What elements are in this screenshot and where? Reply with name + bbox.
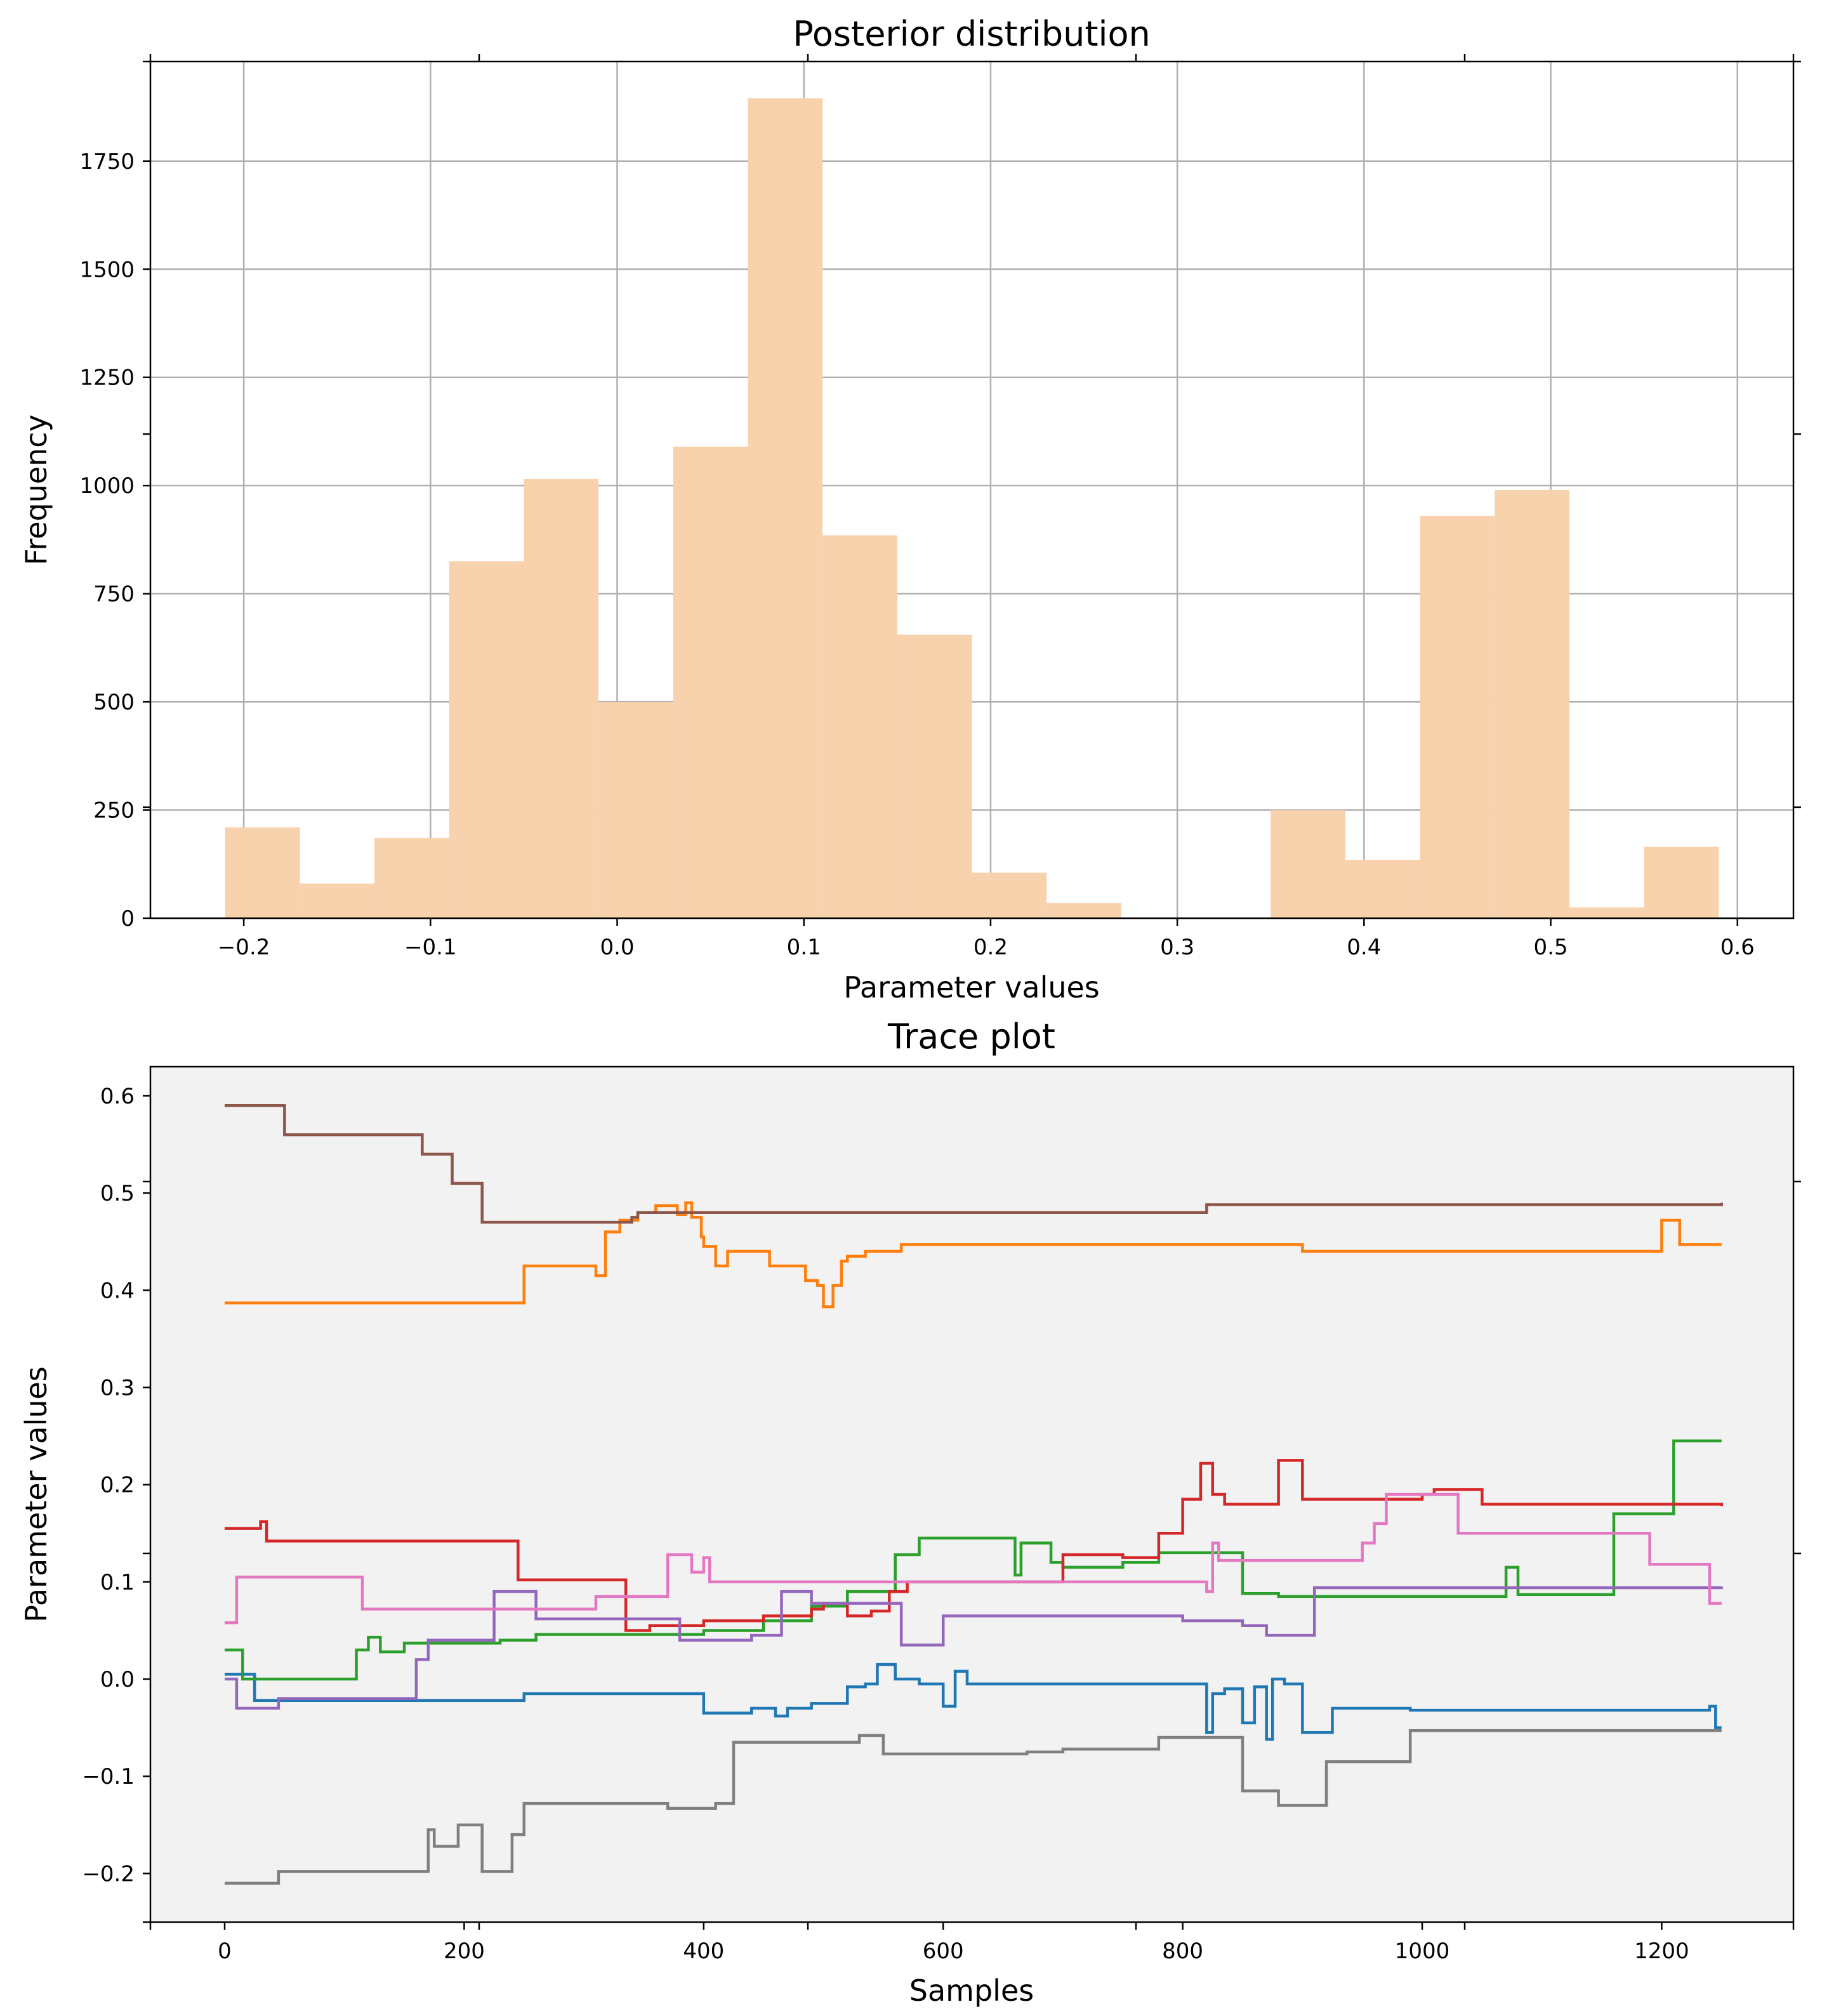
trace-y-ticks: −0.2 −0.1 0.0 0.1 0.2 0.3 0.4 0.5 0.6 [82,1084,150,1887]
histogram-bar [822,535,897,918]
histogram-bar [449,561,524,918]
histogram-bar [673,446,748,918]
histogram-x-tick-label: 0.1 [787,935,821,960]
trace-series-line [224,1104,1724,1224]
trace-x-tick-label: 1000 [1395,1939,1450,1964]
twin-axis-ticks [143,54,1801,1930]
trace-plot-title: Trace plot [887,1017,1055,1057]
trace-x-tick-label: 600 [923,1939,964,1964]
trace-series-line [224,1492,1722,1624]
histogram-x-tick-label: 0.0 [600,935,634,960]
histogram-x-tick-label: 0.3 [1160,935,1194,960]
histogram-y-tick-label: 500 [93,690,135,715]
trace-plot-x-axis-label: Samples [909,1973,1034,2008]
histogram-x-axis-label: Parameter values [843,970,1100,1005]
histogram-bar [1345,859,1420,918]
histogram-bar [1644,847,1719,918]
trace-y-tick-label: 0.3 [100,1376,135,1401]
histogram-y-tick-label: 250 [93,798,135,824]
histogram-frame [149,60,1795,919]
trace-plot-panel: 0 200 400 600 800 1000 1200 −0.2 −0.1 0.0 0.1 0.2 0… [19,1017,1795,2008]
histogram-y-tick-label: 1000 [79,473,135,499]
histogram-bar [300,883,375,918]
histogram-bars [225,98,1719,918]
histogram-bar [972,873,1047,918]
trace-lines [224,1104,1724,1885]
trace-x-ticks: 0 200 400 600 800 1000 1200 [218,1922,1689,1964]
trace-y-tick-label: 0.2 [100,1473,135,1498]
histogram-y-axis-label: Frequency [19,414,53,565]
histogram-x-ticks: −0.2 −0.1 0.0 0.1 0.2 0.3 0.4 0.5 0.6 [218,918,1755,960]
histogram-y-tick-label: 1500 [79,257,135,282]
trace-series-line [224,1729,1722,1885]
histogram-bar [524,478,599,918]
trace-x-tick-label: 200 [444,1939,485,1964]
trace-plot-background [150,1067,1793,1922]
trace-y-tick-label: 0.4 [100,1278,135,1303]
histogram-bar [598,702,673,918]
histogram-x-tick-label: 0.2 [974,935,1008,960]
trace-x-tick-label: 800 [1162,1939,1203,1964]
histogram-bar [1495,490,1569,918]
histogram-x-tick-label: 0.4 [1347,935,1381,960]
trace-y-tick-label: 0.1 [100,1570,135,1595]
histogram-bar [897,635,972,918]
histogram-bar [748,98,823,918]
histogram-bar [1046,903,1121,918]
histogram-y-tick-label: 0 [121,906,135,932]
histogram-x-tick-label: −0.2 [218,935,270,960]
histogram-bar [1569,907,1644,918]
trace-series-line [224,1439,1722,1681]
trace-series-line [224,1663,1722,1741]
trace-x-tick-label: 1200 [1634,1939,1689,1964]
trace-y-tick-label: −0.1 [82,1764,135,1789]
trace-plot-y-axis-label: Parameter values [19,1366,53,1623]
trace-x-tick-label: 400 [683,1939,724,1964]
trace-y-tick-label: 0.6 [100,1084,135,1109]
trace-y-tick-label: 0.5 [100,1181,135,1206]
trace-plot-frame [149,1065,1795,1923]
histogram-title: Posterior distribution [793,14,1151,54]
histogram-x-tick-label: −0.1 [404,935,457,960]
trace-series-line [224,1201,1722,1308]
histogram-bar [1420,515,1495,918]
trace-y-tick-label: 0.0 [100,1667,135,1692]
trace-y-tick-label: −0.2 [82,1861,135,1887]
histogram-panel: −0.2 −0.1 0.0 0.1 0.2 0.3 0.4 0.5 0.6 0 250 500 750… [19,14,1795,1005]
histogram-x-tick-label: 0.6 [1720,935,1755,960]
trace-series-line [224,1586,1724,1710]
histogram-bar [225,827,300,918]
histogram-y-ticks: 0 250 500 750 1000 1250 1500 1750 [79,149,150,932]
histogram-y-tick-label: 1250 [79,366,135,391]
histogram-x-tick-label: 0.5 [1533,935,1568,960]
histogram-bar [1271,810,1345,918]
histogram-y-tick-label: 1750 [79,149,135,175]
histogram-y-tick-label: 750 [93,582,135,607]
histogram-bar [374,838,449,918]
trace-x-tick-label: 0 [218,1939,232,1964]
